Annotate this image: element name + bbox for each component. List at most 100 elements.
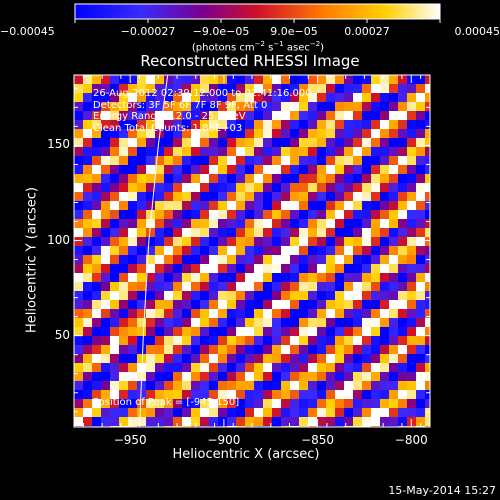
heatmap-cell [254, 309, 263, 318]
heatmap-cell [272, 390, 281, 399]
heatmap-cell [353, 111, 362, 120]
heatmap-cell [209, 381, 218, 390]
heatmap-cell [335, 183, 344, 192]
heatmap-cell [416, 345, 425, 354]
heatmap-cell [182, 372, 191, 381]
heatmap-cell [308, 210, 317, 219]
heatmap-cell [263, 282, 272, 291]
heatmap-cell [173, 174, 182, 183]
heatmap-cell [83, 129, 92, 138]
heatmap-cell [110, 381, 119, 390]
heatmap-cell [380, 327, 389, 336]
heatmap-cell [281, 327, 290, 336]
heatmap-cell [380, 246, 389, 255]
heatmap-cell [137, 192, 146, 201]
heatmap-cell [218, 399, 227, 408]
heatmap-cell [290, 417, 299, 426]
heatmap-cell [146, 417, 155, 426]
heatmap-cell [128, 111, 137, 120]
heatmap-cell [173, 336, 182, 345]
heatmap-cell [83, 111, 92, 120]
heatmap-cell [335, 111, 344, 120]
heatmap-cell [146, 102, 155, 111]
heatmap-cell [290, 327, 299, 336]
heatmap-cell [299, 246, 308, 255]
heatmap-cell [299, 228, 308, 237]
heatmap-cell [137, 309, 146, 318]
heatmap-cell [407, 399, 416, 408]
heatmap-cell [182, 390, 191, 399]
heatmap-cell [308, 336, 317, 345]
heatmap-cell [92, 147, 101, 156]
heatmap-cell [407, 210, 416, 219]
heatmap-cell [398, 75, 407, 84]
heatmap-cell [272, 237, 281, 246]
heatmap-cell [380, 156, 389, 165]
heatmap-cell [344, 417, 353, 426]
heatmap-cell [299, 408, 308, 417]
heatmap-cell [416, 300, 425, 309]
heatmap-cell [245, 327, 254, 336]
heatmap-cell [218, 138, 227, 147]
heatmap-cell [254, 408, 263, 417]
heatmap-cell [371, 399, 380, 408]
heatmap-cell [146, 237, 155, 246]
heatmap-cell [326, 84, 335, 93]
heatmap-cell [380, 165, 389, 174]
heatmap-cell [362, 282, 371, 291]
heatmap-cell [353, 237, 362, 246]
heatmap-cell [290, 228, 299, 237]
heatmap-cell [218, 147, 227, 156]
heatmap-cell [164, 399, 173, 408]
heatmap-cell [110, 327, 119, 336]
heatmap-cell [173, 372, 182, 381]
heatmap-cell [92, 282, 101, 291]
heatmap-cell [317, 399, 326, 408]
heatmap-cell [425, 129, 430, 138]
heatmap-cell [317, 381, 326, 390]
heatmap-cell [290, 309, 299, 318]
heatmap-cell [218, 300, 227, 309]
heatmap-cell [380, 273, 389, 282]
heatmap-cell [416, 264, 425, 273]
colorbar-ticks [74, 19, 441, 23]
heatmap-cell [272, 201, 281, 210]
heatmap-cell [164, 183, 173, 192]
heatmap-cell [137, 93, 146, 102]
heatmap-cell [407, 327, 416, 336]
heatmap-cell [362, 408, 371, 417]
heatmap-cell [137, 138, 146, 147]
heatmap-cell [74, 165, 83, 174]
heatmap-cell [209, 417, 218, 426]
heatmap-cell [416, 192, 425, 201]
heatmap-cell [191, 345, 200, 354]
heatmap-cell [335, 192, 344, 201]
heatmap-cell [191, 318, 200, 327]
heatmap-cell [200, 264, 209, 273]
heatmap-cell [128, 84, 137, 93]
heatmap-cell [290, 390, 299, 399]
heatmap-cell [236, 327, 245, 336]
heatmap-cell [128, 120, 137, 129]
heatmap-cell [254, 174, 263, 183]
heatmap-cell [371, 345, 380, 354]
heatmap-cell [398, 255, 407, 264]
heatmap-cell [200, 318, 209, 327]
heatmap-cell [182, 165, 191, 174]
heatmap-cell [308, 345, 317, 354]
heatmap-cell [155, 192, 164, 201]
heatmap-cell [335, 399, 344, 408]
heatmap-cell [281, 300, 290, 309]
heatmap-cell [92, 390, 101, 399]
heatmap-cell [227, 318, 236, 327]
heatmap-cell [227, 174, 236, 183]
heatmap-cell [362, 363, 371, 372]
heatmap-cell [155, 120, 164, 129]
heatmap-cell [74, 183, 83, 192]
heatmap-cell [137, 219, 146, 228]
heatmap-cell [110, 300, 119, 309]
heatmap-cell [353, 381, 362, 390]
heatmap-cell [362, 372, 371, 381]
heatmap-cell [263, 399, 272, 408]
heatmap-cell [353, 210, 362, 219]
